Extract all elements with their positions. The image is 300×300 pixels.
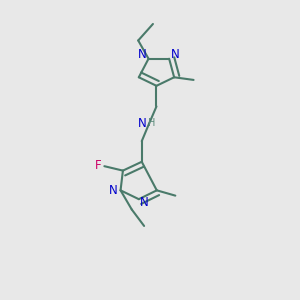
Text: N: N — [138, 48, 147, 61]
Text: N: N — [171, 48, 179, 61]
Text: N: N — [140, 196, 149, 208]
Text: F: F — [95, 159, 102, 172]
Text: N: N — [137, 117, 146, 130]
Text: H: H — [148, 118, 156, 128]
Text: N: N — [109, 184, 118, 197]
